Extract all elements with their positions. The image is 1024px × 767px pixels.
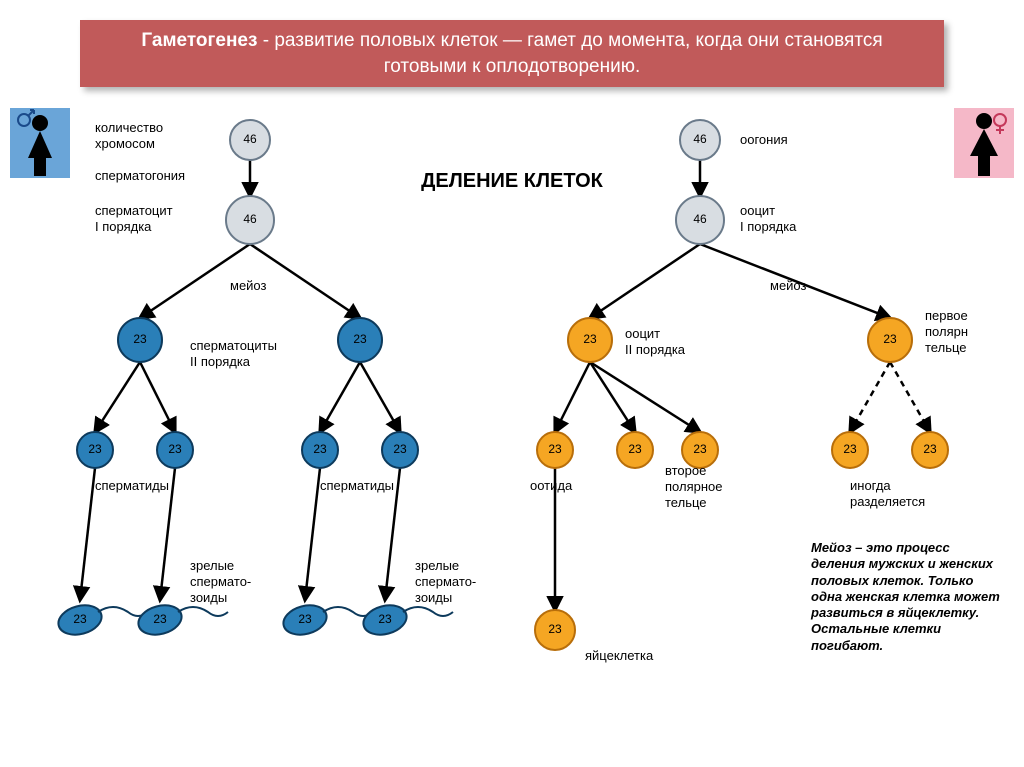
lbl-ootid: оотида (530, 478, 573, 493)
cell-num-m2: 46 (243, 212, 257, 226)
lbl-pol2a: второе (665, 463, 706, 478)
sperm-tail-3 (403, 607, 453, 616)
lbl-pol1c: тельце (925, 340, 967, 355)
cell-num-f4c: 23 (693, 442, 707, 456)
cell-num-m1: 46 (243, 132, 257, 146)
sperm-num-0: 23 (73, 612, 87, 626)
lbl-meiosis-f: мейоз (770, 278, 807, 293)
cell-num-m3b: 23 (353, 332, 367, 346)
sperm-num-2: 23 (298, 612, 312, 626)
lbl-oogonia: оогония (740, 132, 788, 147)
lbl-spc1a: сперматоцит (95, 203, 173, 218)
sperm-num-1: 23 (153, 612, 167, 626)
lbl-ooc1b: I порядка (740, 219, 797, 234)
lbl-spc2a: сперматоциты (190, 338, 277, 353)
lbl-mat1a: зрелые (190, 558, 234, 573)
lbl-chrom2: хромосом (95, 136, 155, 151)
edge (140, 362, 175, 432)
cell-num-f3b: 23 (883, 332, 897, 346)
lbl-mat2a: зрелые (415, 558, 459, 573)
edge (250, 244, 360, 318)
lbl-spermatids1: сперматиды (95, 478, 169, 493)
edge (590, 362, 635, 432)
cell-num-f4b: 23 (628, 442, 642, 456)
cell-num-egg: 23 (548, 622, 562, 636)
edge (320, 362, 360, 432)
edge (890, 362, 930, 432)
cell-num-f2: 46 (693, 212, 707, 226)
lbl-ooc2b: II порядка (625, 342, 686, 357)
cell-num-m4d: 23 (393, 442, 407, 456)
lbl-meiosis-m: мейоз (230, 278, 267, 293)
lbl-mat1b: спермато- (190, 574, 251, 589)
lbl-spermatogonia: сперматогония (95, 168, 185, 183)
lbl-som2: разделяется (850, 494, 925, 509)
cell-num-f4a: 23 (548, 442, 562, 456)
edge (95, 362, 140, 432)
cell-num-m4c: 23 (313, 442, 327, 456)
lbl-ooc2a: ооцит (625, 326, 660, 341)
cell-num-f3a: 23 (583, 332, 597, 346)
sperm-num-3: 23 (378, 612, 392, 626)
lbl-spc2b: II порядка (190, 354, 251, 369)
sperm-tail-2 (323, 607, 373, 616)
title-rest: - развитие половых клеток — гамет до мом… (257, 30, 882, 77)
edge (850, 362, 890, 432)
lbl-spc1b: I порядка (95, 219, 152, 234)
cell-num-f4d: 23 (843, 442, 857, 456)
edge (360, 362, 400, 432)
meiosis-note: Мейоз – это процесс деления мужских и же… (811, 540, 1006, 654)
edge (555, 362, 590, 432)
title-bold: Гаметогенез (141, 30, 257, 51)
lbl-ooc1a: ооцит (740, 203, 775, 218)
lbl-spermatids2: сперматиды (320, 478, 394, 493)
lbl-som1: иногда (850, 478, 891, 493)
lbl-mat2c: зоиды (415, 590, 452, 605)
cell-num-f4e: 23 (923, 442, 937, 456)
edge (80, 468, 95, 600)
lbl-pol1a: первое (925, 308, 968, 323)
cell-num-m4b: 23 (168, 442, 182, 456)
sperm-tail-0 (98, 607, 148, 616)
lbl-pol1b: полярн (925, 324, 968, 339)
lbl-mat2b: спермато- (415, 574, 476, 589)
diagram-svg: 46 46 23 23 23 23 23 23 46 46 23 23 23 23 23 23 23 23 23 2… (0, 100, 1024, 767)
lbl-mat1c: зоиды (190, 590, 227, 605)
edge (590, 244, 700, 318)
title-box: Гаметогенез - развитие половых клеток — … (80, 20, 944, 87)
edge (305, 468, 320, 600)
lbl-pol2b: полярное (665, 479, 722, 494)
lbl-pol2c: тельце (665, 495, 707, 510)
edge (590, 362, 700, 432)
cell-num-f1: 46 (693, 132, 707, 146)
sperm-tail-1 (178, 607, 228, 616)
lbl-egg: яйцеклетка (585, 648, 654, 663)
cell-num-m3a: 23 (133, 332, 147, 346)
cell-num-m4a: 23 (88, 442, 102, 456)
lbl-chrom1: количество (95, 120, 163, 135)
